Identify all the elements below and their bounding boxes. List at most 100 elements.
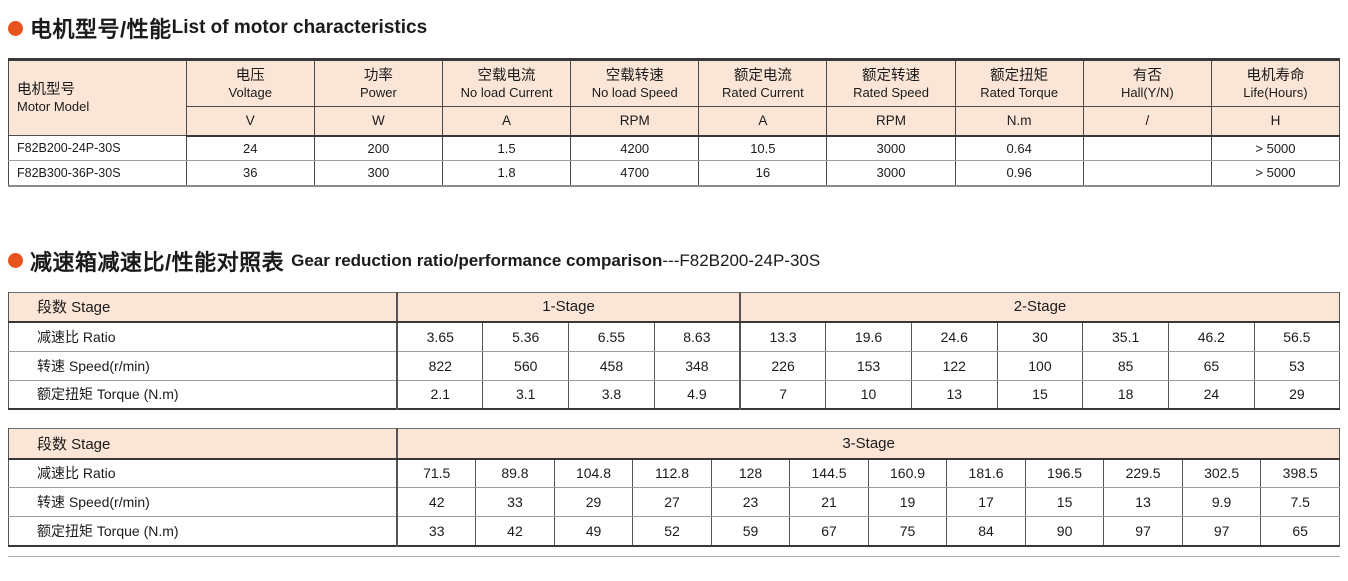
table-cell: 13	[910, 380, 998, 410]
table-cell: 160.9	[867, 458, 948, 488]
header-cell-life: 电机寿命 Life(Hours)	[1210, 59, 1341, 107]
table-cell: 2.1	[396, 380, 484, 410]
table-cell: 6.55	[568, 322, 655, 352]
section-title-model-suffix: ---F82B200-24P-30S	[662, 250, 821, 270]
section-title-zh: 减速箱减速比/性能对照表	[30, 249, 285, 275]
stage-label-cell: 段数 Stage	[8, 428, 398, 460]
row-label-cell: 额定扭矩 Torque (N.m)	[8, 380, 398, 410]
table-cell: 24	[185, 135, 315, 161]
table-cell: 3.8	[568, 380, 655, 410]
table-cell: 0.96	[954, 160, 1084, 186]
motor-model-cell: F82B200-24P-30S	[8, 135, 187, 161]
table-cell: 100	[996, 351, 1084, 381]
table-cell: RPM	[570, 106, 700, 137]
gear-table-stage-1-2: 段数 Stage 1-Stage 2-Stage 减速比 Ratio 3.65 5…	[8, 291, 1341, 410]
header-en: No load Speed	[591, 84, 678, 100]
gear-table-stage-3: 段数 Stage 3-Stage 减速比 Ratio 71.5 89.8 104.8…	[8, 428, 1341, 547]
table-cell: A	[441, 106, 572, 137]
table-cell: 104.8	[553, 458, 634, 488]
group-cell-2-stage: 2-Stage	[738, 292, 1340, 323]
table-row-speed: 转速 Speed(r/min) 42 33 29 27 23 21 19 17 15 13 9.9 7…	[8, 487, 1340, 517]
table-row-ratio: 减速比 Ratio 3.65 5.36 6.55 8.63 13.3 19.6 24.6 30…	[8, 322, 1341, 352]
table-cell: V	[185, 106, 315, 137]
section-title-gear: 减速箱减速比/性能对照表 Gear reduction ratio/perfor…	[8, 245, 1340, 277]
row-label-cell: 减速比 Ratio	[8, 458, 398, 488]
table-cell: 3.65	[396, 322, 484, 352]
table-cell: > 5000	[1210, 135, 1341, 161]
table-row-speed: 转速 Speed(r/min) 822 560 458 348 226 153 122 100…	[8, 351, 1341, 381]
table-cell: 1.8	[441, 160, 572, 186]
table-cell: 33	[475, 487, 555, 517]
table-cell: 229.5	[1103, 458, 1183, 488]
header-cell-power: 功率 Power	[313, 59, 443, 107]
table-cell: 53	[1253, 351, 1341, 381]
table-cell: 302.5	[1181, 458, 1262, 488]
table-cell: 560	[482, 351, 570, 381]
table-cell: 153	[825, 351, 912, 381]
table-cell: 10	[825, 380, 912, 410]
table-cell: 75	[867, 516, 948, 546]
table-cell: 10.5	[698, 135, 828, 161]
header-zh: 电机型号	[17, 82, 75, 99]
table-cell: 7	[738, 380, 827, 410]
table-cell: 46.2	[1168, 322, 1255, 352]
table-cell: H	[1210, 106, 1341, 137]
header-cell-rated-current: 额定电流 Rated Current	[698, 59, 828, 107]
table-cell: 9.9	[1181, 487, 1262, 517]
header-zh: 空载电流	[477, 67, 536, 84]
table-cell: 97	[1181, 516, 1262, 546]
table-spacer	[8, 410, 1340, 428]
table-cell: 112.8	[632, 458, 712, 488]
table-cell: 84	[946, 516, 1026, 546]
table-cell: 15	[1024, 487, 1105, 517]
table-cell: N.m	[954, 106, 1084, 137]
table-cell: 226	[738, 351, 827, 381]
table-cell: RPM	[826, 106, 956, 137]
table-cell: 19.6	[825, 322, 912, 352]
table-cell: 5.36	[482, 322, 570, 352]
table-cell: 4700	[570, 160, 700, 186]
table-header-row: 电机型号 Motor Model 电压 Voltage 功率 Power 空载电…	[8, 59, 1341, 136]
table-cell: 398.5	[1260, 458, 1340, 488]
table-cell: 56.5	[1253, 322, 1341, 352]
table-cell: 128	[710, 458, 791, 488]
table-cell: 42	[475, 516, 555, 546]
group-cell-3-stage: 3-Stage	[396, 428, 1341, 460]
table-header-row: 段数 Stage 1-Stage 2-Stage	[8, 292, 1340, 323]
table-cell: 24.6	[910, 322, 998, 352]
table-cell: 144.5	[789, 458, 869, 488]
table-cell: 122	[910, 351, 998, 381]
header-en: Rated Speed	[853, 84, 929, 100]
row-label-cell: 额定扭矩 Torque (N.m)	[8, 516, 398, 546]
datasheet-page: 电机型号/性能 List of motor characteristics 电机…	[8, 17, 1341, 557]
table-cell: 30	[996, 322, 1084, 352]
header-cell-rated-torque: 额定扭矩 Rated Torque	[954, 59, 1084, 107]
table-cell: 65	[1260, 516, 1340, 546]
bullet-icon	[8, 20, 23, 36]
table-header-row: 段数 Stage 3-Stage	[8, 428, 1341, 460]
table-cell: 181.6	[946, 458, 1026, 488]
table-cell: 59	[710, 516, 791, 546]
row-label-cell: 转速 Speed(r/min)	[8, 487, 398, 517]
table-cell: 15	[996, 380, 1084, 410]
table-cell: W	[313, 106, 443, 137]
table-cell: 33	[396, 516, 477, 546]
table-cell: 3000	[826, 135, 956, 161]
table-cell: 97	[1103, 516, 1183, 546]
header-cell-no-load-current: 空载电流 No load Current	[441, 59, 572, 107]
table-cell: 89.8	[475, 458, 555, 488]
table-cell: 85	[1082, 351, 1169, 381]
table-cell: 19	[867, 487, 948, 517]
header-en: No load Current	[460, 84, 553, 100]
table-cell: 42	[396, 487, 477, 517]
header-en: Hall(Y/N)	[1120, 84, 1174, 100]
table-row-torque: 额定扭矩 Torque (N.m) 33 42 49 52 59 67 75 84 90 97 97…	[8, 516, 1340, 546]
header-cell-voltage: 电压 Voltage	[185, 59, 315, 107]
table-cell: A	[698, 106, 828, 137]
stage-label-cell: 段数 Stage	[8, 292, 398, 323]
table-cell: 29	[553, 487, 634, 517]
table-cell	[1082, 160, 1212, 186]
table-cell: /	[1082, 106, 1212, 137]
table-cell: 90	[1024, 516, 1105, 546]
table-cell: 7.5	[1260, 487, 1340, 517]
